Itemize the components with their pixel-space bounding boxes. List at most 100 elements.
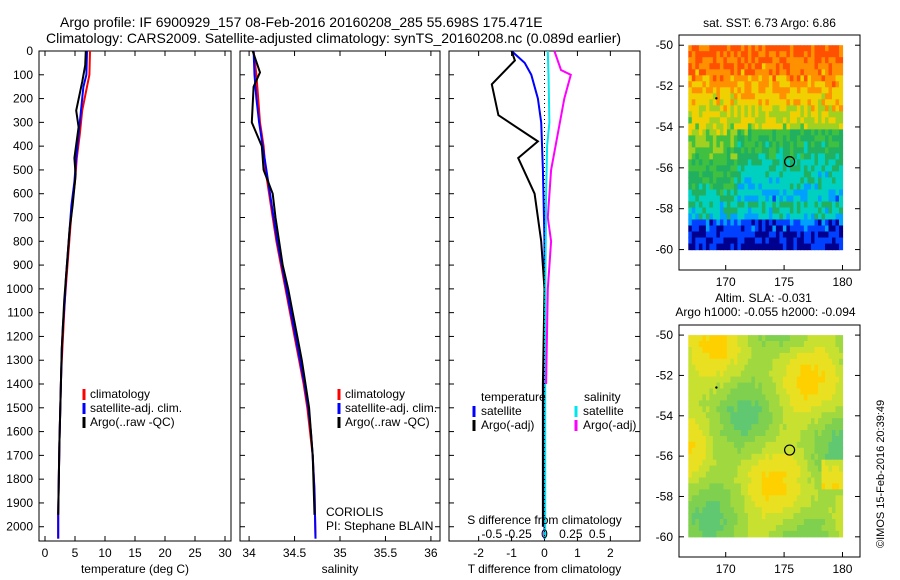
x-tick-label: 25: [188, 546, 202, 560]
heatmap-cell: [705, 201, 710, 209]
heatmap-cell: [765, 519, 770, 526]
heatmap-cell: [702, 507, 707, 514]
heatmap-cell: [751, 441, 756, 449]
heatmap-cell: [800, 507, 805, 514]
heatmap-cell: [688, 129, 693, 136]
heatmap-cell: [796, 57, 801, 64]
heatmap-cell: [709, 335, 714, 342]
heatmap-cell: [789, 530, 794, 538]
heatmap-cell: [726, 237, 731, 245]
heatmap-cell: [772, 471, 777, 479]
heatmap-cell: [796, 424, 801, 431]
heatmap-cell: [796, 51, 801, 58]
heatmap-cell: [768, 87, 773, 94]
heatmap-cell: [807, 69, 812, 76]
heatmap-cell: [793, 370, 798, 378]
heatmap-cell: [716, 219, 721, 227]
heatmap-cell: [811, 341, 816, 348]
heatmap-cell: [803, 424, 808, 431]
heatmap-cell: [747, 394, 752, 401]
heatmap-cell: [737, 153, 742, 160]
heatmap-cell: [695, 459, 700, 467]
heatmap-cell: [695, 382, 700, 390]
heatmap-cell: [828, 117, 833, 124]
heatmap-cell: [821, 81, 826, 88]
heatmap-cell: [832, 513, 837, 520]
heatmap-cell: [705, 243, 710, 251]
heatmap-cell: [803, 465, 808, 473]
heatmap-cell: [709, 483, 714, 490]
heatmap-cell: [775, 231, 780, 239]
heatmap-cell: [709, 495, 714, 502]
x-tick-label: 0: [42, 546, 49, 560]
heatmap-cell: [730, 93, 735, 100]
heatmap-cell: [765, 153, 770, 160]
heatmap-cell: [705, 430, 710, 437]
heatmap-cell: [761, 219, 766, 227]
heatmap-cell: [807, 81, 812, 88]
heatmap-cell: [705, 135, 710, 142]
heatmap-cell: [803, 382, 808, 390]
heatmap-cell: [733, 447, 738, 455]
heatmap-cell: [709, 501, 714, 508]
heatmap-cell: [709, 165, 714, 172]
heatmap-cell: [740, 51, 745, 58]
heatmap-cell: [828, 489, 833, 496]
heatmap-cell: [821, 430, 826, 437]
heatmap-cell: [803, 195, 808, 203]
heatmap-cell: [761, 447, 766, 455]
heatmap-cell: [775, 525, 780, 532]
heatmap-cell: [698, 352, 703, 360]
heatmap-cell: [723, 370, 728, 378]
heatmap-cell: [779, 231, 784, 239]
heatmap-cell: [839, 430, 844, 437]
heatmap-cell: [811, 111, 816, 118]
plot-frame: [239, 50, 441, 542]
heatmap-cell: [712, 45, 717, 52]
heatmap-cell: [747, 123, 752, 130]
heatmap-cell: [786, 159, 791, 166]
heatmap-cell: [691, 453, 696, 461]
heatmap-cell: [751, 352, 756, 360]
heatmap-cell: [828, 231, 833, 239]
heatmap-cell: [772, 465, 777, 473]
heatmap-cell: [709, 370, 714, 378]
heatmap-cell: [772, 219, 777, 227]
heatmap-cell: [698, 105, 703, 112]
heatmap-cell: [744, 159, 749, 166]
heatmap-cell: [709, 63, 714, 70]
heatmap-cell: [698, 394, 703, 401]
heatmap-cell: [698, 495, 703, 502]
heatmap-cell: [698, 81, 703, 88]
heatmap-cell: [702, 382, 707, 390]
heatmap-cell: [800, 400, 805, 407]
heatmap-cell: [740, 69, 745, 76]
heatmap-cell: [839, 117, 844, 124]
heatmap-cell: [754, 453, 759, 461]
heatmap-cell: [688, 335, 693, 342]
heatmap-cell: [818, 183, 823, 191]
heatmap-cell: [716, 165, 721, 172]
x-tick-label: 170: [716, 275, 736, 289]
heatmap-cell: [807, 177, 812, 184]
heatmap-cell: [723, 352, 728, 360]
heatmap-cell: [818, 159, 823, 166]
heatmap-cell: [768, 525, 773, 532]
heatmap-cell: [821, 231, 826, 239]
heatmap-cell: [695, 213, 700, 221]
heatmap-cell: [698, 63, 703, 70]
heatmap-cell: [737, 335, 742, 342]
heatmap-cell: [825, 341, 830, 348]
heatmap-cell: [811, 93, 816, 100]
heatmap-cell: [688, 171, 693, 178]
heatmap-cell: [793, 159, 798, 166]
heatmap-cell: [705, 465, 710, 473]
heatmap-cell: [754, 406, 759, 413]
heatmap-cell: [786, 513, 791, 520]
heatmap-cell: [839, 69, 844, 76]
heatmap-cell: [758, 507, 763, 514]
heatmap-cell: [796, 135, 801, 142]
x-axis-label: salinity: [322, 562, 359, 576]
heatmap-cell: [814, 501, 819, 508]
heatmap-cell: [775, 477, 780, 484]
